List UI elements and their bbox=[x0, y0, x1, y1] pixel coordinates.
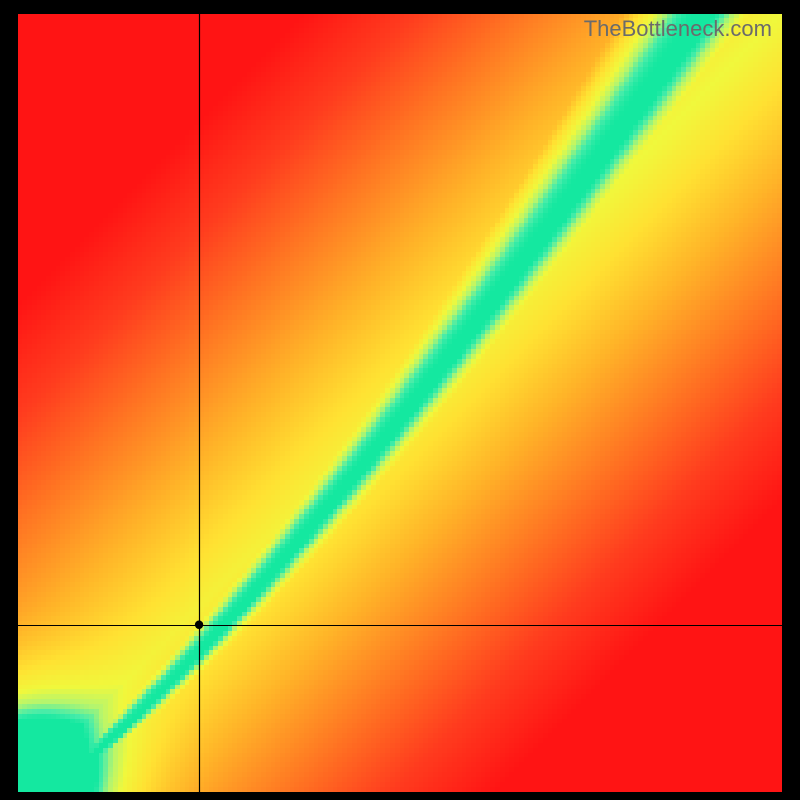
heatmap-canvas bbox=[18, 14, 782, 792]
plot-area bbox=[18, 14, 782, 792]
watermark-text: TheBottleneck.com bbox=[584, 16, 772, 42]
outer-frame: TheBottleneck.com bbox=[0, 0, 800, 800]
